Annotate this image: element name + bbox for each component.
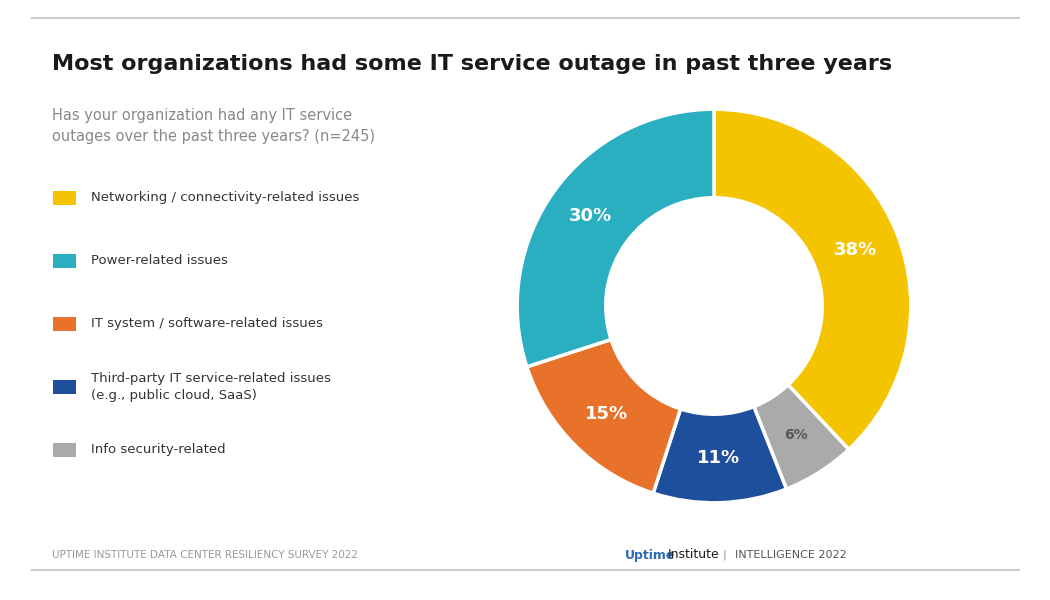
- Text: 15%: 15%: [585, 405, 628, 423]
- Text: Networking / connectivity-related issues: Networking / connectivity-related issues: [91, 191, 360, 205]
- Text: 11%: 11%: [697, 449, 740, 467]
- Text: Most organizations had some IT service outage in past three years: Most organizations had some IT service o…: [52, 54, 892, 74]
- Text: Power-related issues: Power-related issues: [91, 254, 228, 268]
- Wedge shape: [714, 109, 910, 449]
- Wedge shape: [754, 385, 848, 489]
- Text: Uptime: Uptime: [625, 548, 675, 562]
- Text: Third-party IT service-related issues
(e.g., public cloud, SaaS): Third-party IT service-related issues (e…: [91, 372, 331, 402]
- Wedge shape: [518, 109, 714, 367]
- Text: IT system / software-related issues: IT system / software-related issues: [91, 317, 323, 331]
- Text: UPTIME INSTITUTE DATA CENTER RESILIENCY SURVEY 2022: UPTIME INSTITUTE DATA CENTER RESILIENCY …: [52, 550, 358, 560]
- Text: Info security-related: Info security-related: [91, 443, 226, 457]
- Text: Institute: Institute: [668, 548, 719, 562]
- Text: 38%: 38%: [834, 241, 878, 259]
- Text: 6%: 6%: [784, 428, 807, 442]
- Wedge shape: [653, 407, 786, 503]
- Text: · |: · |: [716, 550, 727, 560]
- Text: INTELLIGENCE 2022: INTELLIGENCE 2022: [735, 550, 846, 560]
- Text: 30%: 30%: [569, 208, 612, 226]
- Wedge shape: [527, 340, 680, 493]
- Text: Has your organization had any IT service
outages over the past three years? (n=2: Has your organization had any IT service…: [52, 108, 376, 144]
